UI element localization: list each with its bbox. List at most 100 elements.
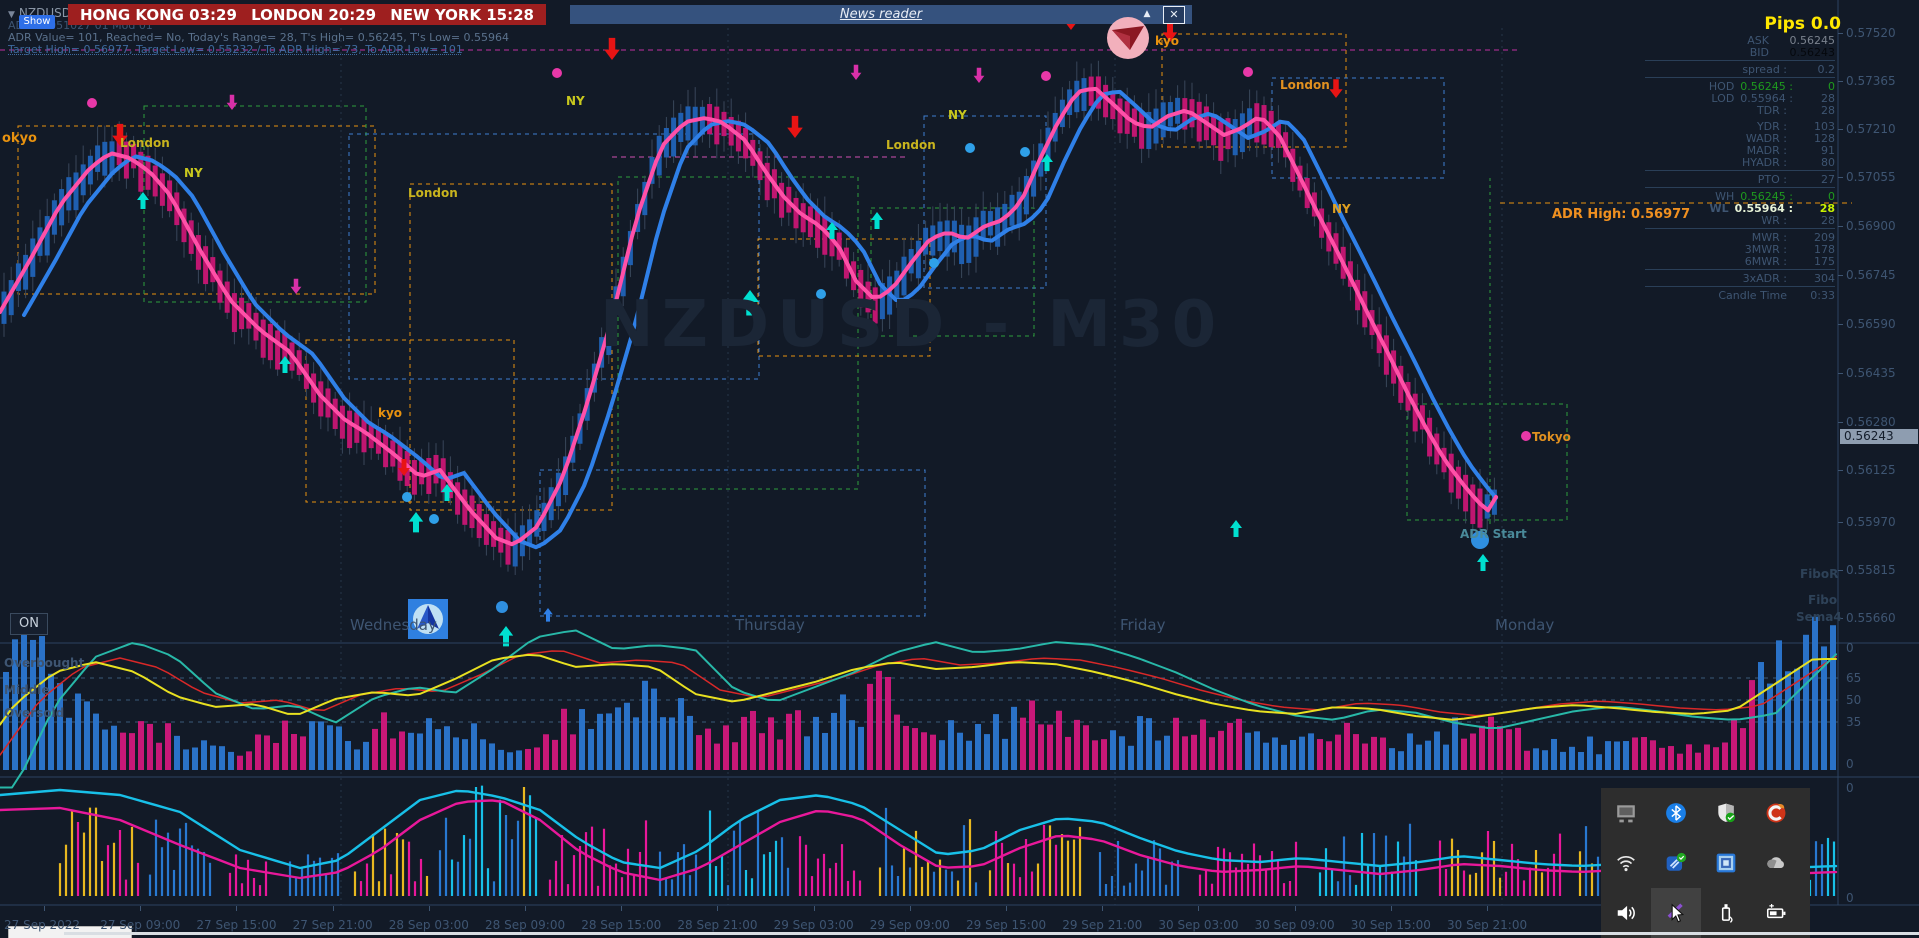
volume-bar: [1713, 747, 1719, 770]
volume-bar: [930, 734, 936, 770]
volume-bar: [1227, 722, 1233, 770]
volume-bar: [1182, 736, 1188, 770]
candle-bar: [966, 225, 972, 263]
candle-bar: [419, 459, 425, 485]
candle-bar: [879, 283, 885, 320]
oscillator-line-yellow: [0, 653, 1837, 726]
volume-icon[interactable]: [1601, 888, 1651, 938]
candle-bar: [181, 208, 187, 243]
stats-separator: [1645, 286, 1835, 287]
time-tick: [1006, 906, 1007, 911]
signal-arrow-up: [137, 192, 149, 209]
volume-bar: [1002, 738, 1008, 770]
volume-bar: [939, 740, 945, 770]
time-axis-label: 30 Sep 09:00: [1254, 918, 1335, 932]
battery-icon[interactable]: [1751, 888, 1801, 938]
windows-security-icon[interactable]: [1701, 788, 1751, 838]
chart-label: ADR High: 0.56977: [1552, 207, 1691, 222]
chart-label: London: [1280, 78, 1330, 92]
volume-bar: [1587, 736, 1593, 770]
candle-bar: [1031, 160, 1037, 197]
time-axis-label: 29 Sep 03:00: [773, 918, 854, 932]
news-collapse-button[interactable]: ▲: [1143, 9, 1151, 19]
news-close-button[interactable]: ✕: [1163, 6, 1185, 24]
volume-bar: [1452, 717, 1458, 770]
volume-bar: [336, 726, 342, 770]
signal-dot: [1041, 71, 1051, 81]
wifi-icon[interactable]: [1601, 838, 1651, 888]
volume-bar: [552, 739, 558, 770]
signal-arrow-up: [826, 222, 838, 239]
candle-bar: [1117, 98, 1123, 134]
candle-bar: [1175, 97, 1181, 124]
candle-bar: [563, 456, 569, 496]
volume-bar: [354, 749, 360, 770]
usb-device-icon[interactable]: [1701, 888, 1751, 938]
news-reader-bar[interactable]: News reader: [570, 5, 1192, 24]
volume-bar: [912, 728, 918, 770]
volume-bar: [507, 752, 513, 770]
price-tick: [1838, 324, 1843, 325]
onedrive-icon[interactable]: [1751, 838, 1801, 888]
volume-bar: [1380, 737, 1386, 770]
time-axis-label: 27 Sep 09:00: [100, 918, 181, 932]
volume-bar: [1830, 625, 1836, 770]
cursor-icon[interactable]: [1651, 888, 1701, 938]
volume-bar: [1497, 726, 1503, 770]
candle-bar: [361, 418, 367, 453]
ma-line-blue: [22, 89, 1498, 550]
price-axis-label: 0.55660: [1846, 611, 1896, 625]
volume-bar: [1470, 733, 1476, 770]
candle-bar: [1146, 111, 1152, 150]
volume-bar: [687, 715, 693, 770]
volume-bar: [453, 737, 459, 770]
session-box: [617, 176, 859, 490]
candle-bar: [433, 454, 439, 484]
volume-bar: [624, 702, 630, 770]
volume-bar: [1011, 706, 1017, 770]
chart-label: London: [120, 136, 170, 150]
ccleaner-icon[interactable]: [1751, 788, 1801, 838]
price-tick: [1838, 373, 1843, 374]
candle-bar: [915, 240, 921, 279]
candle-bar: [1254, 103, 1260, 143]
price-axis-label: 0.56745: [1846, 268, 1896, 282]
satellite-connect-icon[interactable]: [1651, 838, 1701, 888]
signal-arrow-down: [1329, 79, 1343, 98]
candle-bar: [1477, 488, 1483, 528]
candle-bar: [44, 216, 50, 256]
candle-bar: [815, 208, 821, 248]
day-label: Wednesday: [350, 616, 437, 634]
bluetooth-icon[interactable]: [1651, 788, 1701, 838]
chart-label: NY: [184, 166, 203, 180]
volume-bar: [948, 720, 954, 770]
volume-bar: [1128, 745, 1134, 770]
volume-bar: [93, 713, 99, 770]
stats-row: 6MWR :175: [1744, 255, 1835, 268]
news-reader-link[interactable]: News reader: [839, 7, 923, 22]
price-tick: [1838, 470, 1843, 471]
volume-bar: [849, 720, 855, 770]
candle-bar: [671, 117, 677, 157]
volume-bar: [840, 694, 846, 770]
oscillator-axis-label: 35: [1846, 715, 1862, 729]
candle-bar: [318, 381, 324, 417]
remote-app-icon[interactable]: [1701, 838, 1751, 888]
volume-bar: [1542, 750, 1548, 770]
price-tick: [1838, 618, 1843, 619]
show-button[interactable]: Show: [19, 15, 55, 29]
volume-bar: [1173, 717, 1179, 770]
time-tick: [1294, 906, 1296, 911]
candle-bar: [347, 410, 353, 449]
candle-bar: [1182, 98, 1188, 130]
volume-bar: [1272, 737, 1278, 770]
indicator-on-button[interactable]: ON: [10, 613, 48, 635]
stats-separator: [1645, 228, 1835, 229]
remote-desktop-icon[interactable]: [1601, 788, 1651, 838]
symbol-dropdown-icon[interactable]: ▼: [8, 10, 15, 20]
volume-bar: [534, 747, 540, 770]
time-axis-label: 27 Sep 21:00: [292, 918, 373, 932]
clock-time-london: 20:29: [328, 5, 377, 24]
stats-separator: [1645, 77, 1835, 78]
volume-bar: [1479, 725, 1485, 770]
